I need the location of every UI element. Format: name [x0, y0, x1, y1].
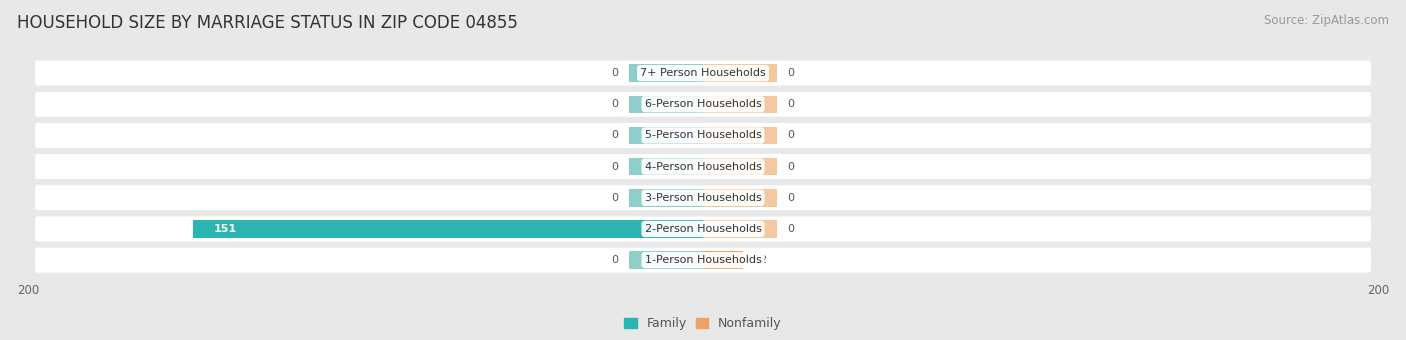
Bar: [628, 189, 703, 206]
Text: 12: 12: [754, 255, 768, 265]
Legend: Family, Nonfamily: Family, Nonfamily: [619, 312, 787, 335]
Text: 3-Person Households: 3-Person Households: [644, 193, 762, 203]
FancyBboxPatch shape: [35, 61, 1371, 86]
Bar: [703, 158, 778, 175]
Text: 0: 0: [787, 224, 794, 234]
Text: 1-Person Households: 1-Person Households: [644, 255, 762, 265]
Text: 4-Person Households: 4-Person Households: [644, 162, 762, 172]
Bar: [703, 127, 778, 144]
Text: 0: 0: [787, 193, 794, 203]
Bar: [628, 158, 703, 175]
Bar: [703, 251, 744, 269]
Text: 0: 0: [612, 255, 619, 265]
Text: 0: 0: [787, 131, 794, 140]
Bar: [628, 251, 703, 269]
Bar: [194, 220, 703, 238]
Text: 0: 0: [612, 131, 619, 140]
Text: 0: 0: [612, 193, 619, 203]
Text: 151: 151: [214, 224, 236, 234]
Text: 0: 0: [787, 68, 794, 78]
Text: 0: 0: [612, 162, 619, 172]
Bar: [703, 64, 778, 82]
FancyBboxPatch shape: [35, 154, 1371, 179]
Text: 0: 0: [787, 162, 794, 172]
Bar: [628, 127, 703, 144]
FancyBboxPatch shape: [35, 123, 1371, 148]
FancyBboxPatch shape: [35, 92, 1371, 117]
Bar: [628, 64, 703, 82]
Text: 0: 0: [787, 99, 794, 109]
Bar: [628, 96, 703, 113]
FancyBboxPatch shape: [35, 217, 1371, 241]
Bar: [703, 220, 778, 238]
Bar: [703, 96, 778, 113]
Text: HOUSEHOLD SIZE BY MARRIAGE STATUS IN ZIP CODE 04855: HOUSEHOLD SIZE BY MARRIAGE STATUS IN ZIP…: [17, 14, 517, 32]
Text: 0: 0: [612, 99, 619, 109]
Text: 2-Person Households: 2-Person Households: [644, 224, 762, 234]
Text: 6-Person Households: 6-Person Households: [644, 99, 762, 109]
Text: 5-Person Households: 5-Person Households: [644, 131, 762, 140]
FancyBboxPatch shape: [35, 248, 1371, 273]
FancyBboxPatch shape: [35, 185, 1371, 210]
Text: 0: 0: [612, 68, 619, 78]
Text: Source: ZipAtlas.com: Source: ZipAtlas.com: [1264, 14, 1389, 27]
Text: 7+ Person Households: 7+ Person Households: [640, 68, 766, 78]
Bar: [703, 189, 778, 206]
